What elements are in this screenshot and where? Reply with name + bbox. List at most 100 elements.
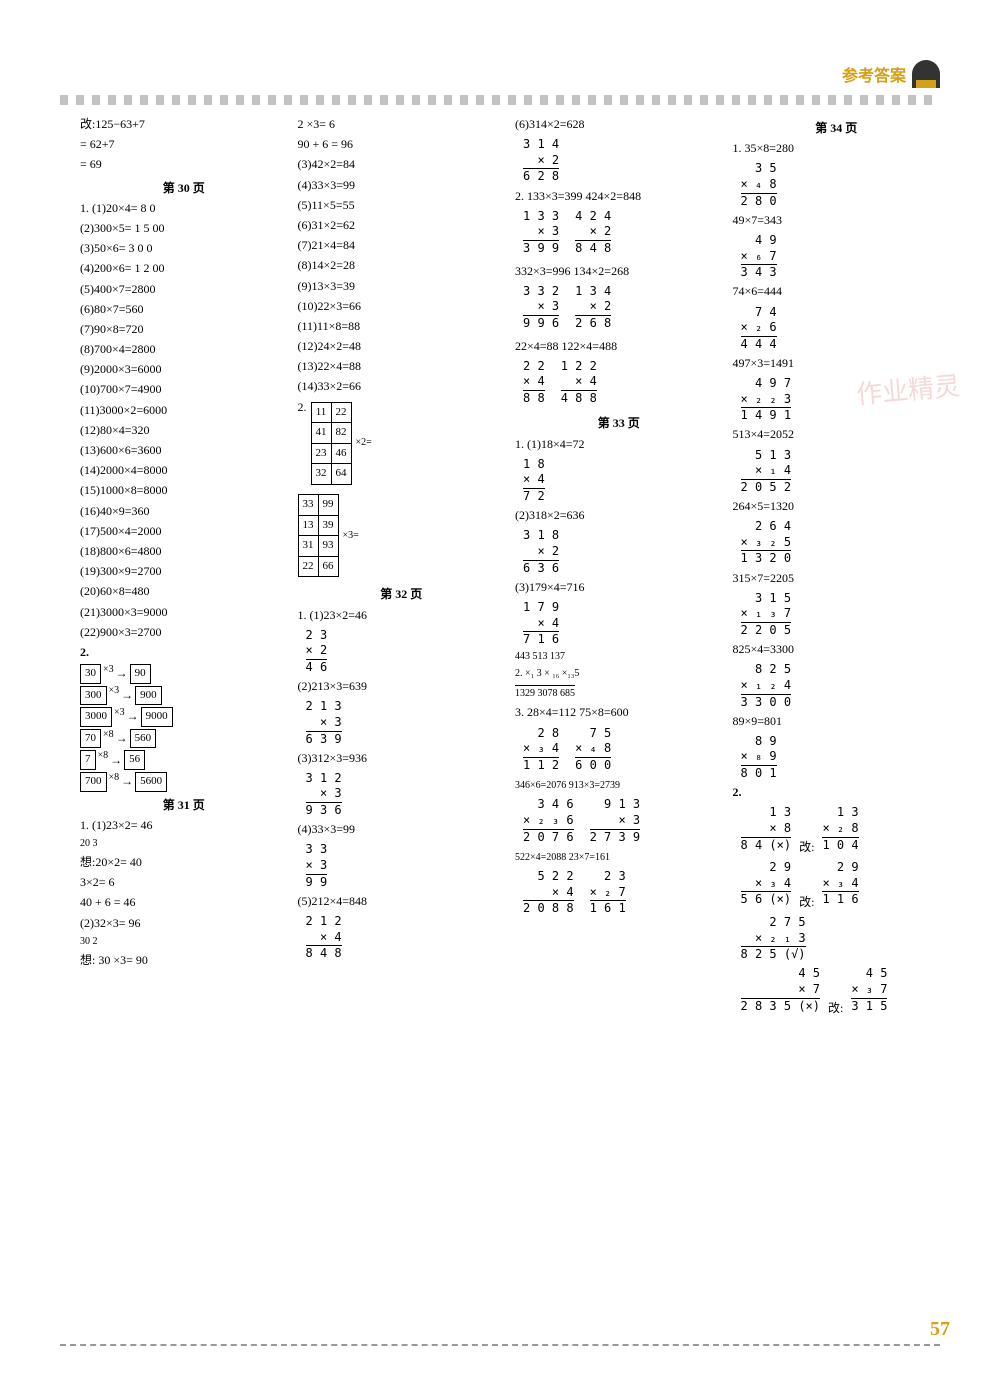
item: (8)14×2=28 [298,256,506,275]
item: (5)11×5=55 [298,196,506,215]
check-row: 2 7 5× ₂ ₁ 38 2 5 (√) [741,915,806,963]
arrow-row: 30 ×3→ 90 [80,664,288,684]
graduate-icon [912,60,940,88]
pair: 5 2 2× 42 0 8 8 2 3× ₂ 71 6 1 [515,867,723,921]
content-columns: 改:125−63+7 = 62+7 = 69 第 30 页 1. (1)20×4… [80,115,940,1331]
item: (4)33×3=99 [298,820,506,839]
item: (6)31×2=62 [298,216,506,235]
vmult: 1 7 9× 47 1 6 [523,600,559,648]
item: (5)400×7=2800 [80,280,288,299]
tables-wrap: 2. 1122 4182 2346 3264 ×2= [298,398,506,489]
item: (5)212×4=848 [298,892,506,911]
vmult: 3 1 8× 26 3 6 [523,528,559,576]
item: (14)33×2=66 [298,377,506,396]
think: 想:20×2= 40 [80,853,288,872]
item: (9)2000×3=6000 [80,360,288,379]
item: (15)1000×8=8000 [80,481,288,500]
check-row: 4 5× 72 8 3 5 (×) 改: 4 5× ₃ 73 1 5 [733,964,941,1018]
item: 1. (1)20×4= 8 0 [80,199,288,218]
pair: 2 2× 48 8 1 2 2× 44 8 8 [515,357,723,411]
vmult: 3 3 × 3 9 9 [306,842,328,890]
pair: 1 3 3× 33 9 9 4 2 4× 28 4 8 [515,207,723,261]
item: (2)213×3=639 [298,677,506,696]
item: 1. (1)23×2= 46 [80,816,288,835]
answer-page: 参考答案 作业精灵 改:125−63+7 = 62+7 = 69 第 30 页 … [0,0,1000,1381]
item: (9)13×3=39 [298,277,506,296]
vmult: 2 3 × 2 4 6 [306,628,328,676]
item: 49×7=343 [733,211,941,230]
item: (10)700×7=4900 [80,380,288,399]
label-2: 2. [733,783,941,802]
item: 1. (1)18×4=72 [515,435,723,454]
arrow-row: 7 ×8→ 56 [80,750,288,770]
table-x3: 3399 1339 3193 2266 [298,494,339,577]
split: 30 2 [80,934,288,950]
item: 3. 28×4=112 75×8=600 [515,703,723,722]
label: 2. [298,398,307,417]
row: 443 513 137 [515,649,723,665]
header-title: 参考答案 [842,62,906,86]
expr: 90 + 6 = 96 [298,135,506,154]
item: (8)700×4=2800 [80,340,288,359]
expr: 2 ×3= 6 [298,115,506,134]
item: (10)22×3=66 [298,297,506,316]
item: (17)500×4=2000 [80,522,288,541]
expr: 改:125−63+7 [80,115,288,134]
vmult: 3 1 2 × 3 9 3 6 [306,771,342,819]
vmult: 1 8× 47 2 [523,457,545,505]
item: 513×4=2052 [733,425,941,444]
label-2: 2. [80,643,288,662]
item: 332×3=996 134×2=268 [515,262,723,281]
item: (21)3000×3=9000 [80,603,288,622]
think: 3×2= 6 [80,873,288,892]
section-title: 第 34 页 [733,119,941,138]
item: 825×4=3300 [733,640,941,659]
item: (19)300×9=2700 [80,562,288,581]
column-3: (6)314×2=628 3 1 4 × 2 6 2 8 2. 133×3=39… [515,115,723,1331]
page-header: 参考答案 [842,60,940,88]
column-1: 改:125−63+7 = 62+7 = 69 第 30 页 1. (1)20×4… [80,115,288,1331]
item: 497×3=1491 [733,354,941,373]
check-row: 1 3× 88 4 (×) 改: 1 3× ₂ 81 0 4 [733,803,941,857]
item: (7)21×4=84 [298,236,506,255]
section-title: 第 30 页 [80,179,288,198]
vmult: 2 1 3 × 3 6 3 9 [306,699,342,747]
pair: 3 3 2× 39 9 6 1 3 4× 22 6 8 [515,282,723,336]
item: (11)11×8=88 [298,317,506,336]
item: (13)600×6=3600 [80,441,288,460]
section-title: 第 32 页 [298,585,506,604]
item: (12)24×2=48 [298,337,506,356]
item: 89×9=801 [733,712,941,731]
row: 1329 3078 685 [515,685,575,702]
item: (2)318×2=636 [515,506,723,525]
think: 40 + 6 = 46 [80,893,288,912]
item: 1. 35×8=280 [733,139,941,158]
item: (13)22×4=88 [298,357,506,376]
row: 2. ×₁ 3 × ₁₆ ×₁₃5 [515,666,723,682]
arrow-row: 70 ×8→ 560 [80,729,288,749]
item: (16)40×9=360 [80,502,288,521]
page-number: 57 [930,1318,950,1341]
arrow-row: 300 ×3→ 900 [80,686,288,706]
pair: 3 4 6× ₂ ₃ 62 0 7 6 9 1 3× 32 7 3 9 [515,795,723,849]
item: (4)33×3=99 [298,176,506,195]
item: (20)60×8=480 [80,582,288,601]
item: (18)800×6=4800 [80,542,288,561]
vmult: 3 1 4 × 2 6 2 8 [523,137,559,185]
item: 74×6=444 [733,282,941,301]
item: (6)314×2=628 [515,115,723,134]
item: (4)200×6= 1 2 00 [80,259,288,278]
section-title: 第 31 页 [80,796,288,815]
table-x2: 1122 4182 2346 3264 [311,402,352,485]
item: (22)900×3=2700 [80,623,288,642]
item: 22×4=88 122×4=488 [515,337,723,356]
column-2: 2 ×3= 6 90 + 6 = 96 (3)42×2=84 (4)33×3=9… [298,115,506,1331]
bottom-divider [60,1344,940,1346]
item: (3)50×6= 3 0 0 [80,239,288,258]
item: 315×7=2205 [733,569,941,588]
item: (6)80×7=560 [80,300,288,319]
item: 1. (1)23×2=46 [298,606,506,625]
expr: = 62+7 [80,135,288,154]
section-title: 第 33 页 [515,414,723,433]
item: 2. 133×3=399 424×2=848 [515,187,723,206]
